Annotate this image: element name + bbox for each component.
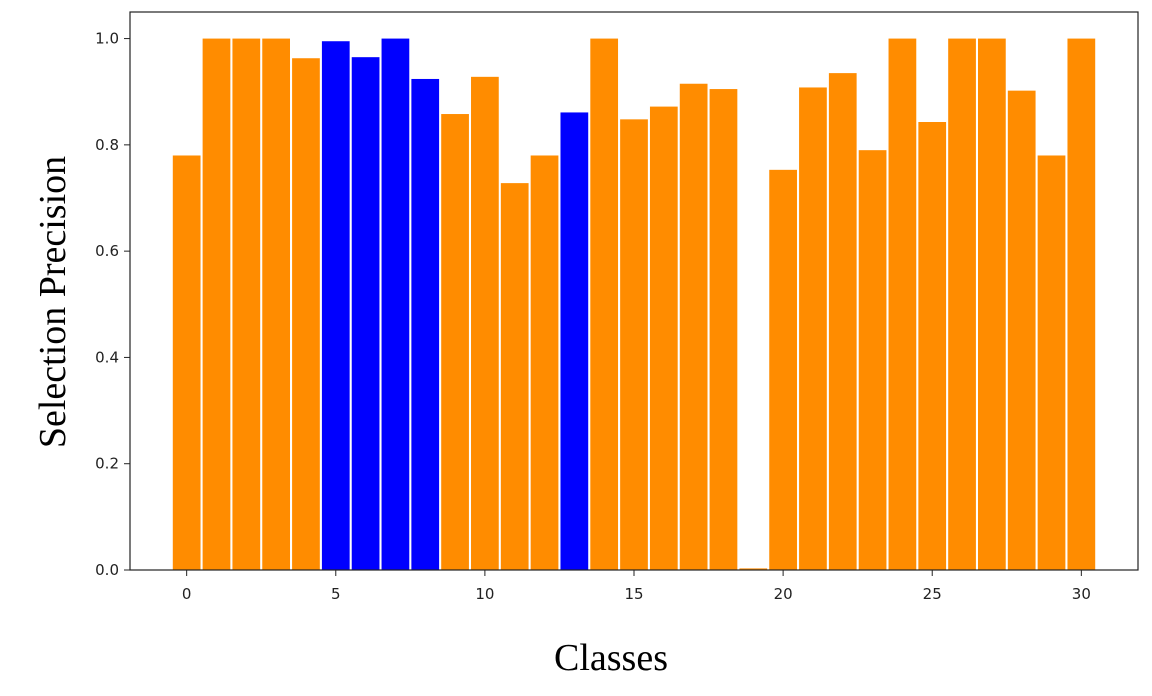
- bar-class-23: [858, 150, 887, 570]
- bar-class-22: [828, 73, 857, 570]
- bar-class-9: [441, 114, 469, 570]
- bar-class-18: [709, 89, 738, 571]
- bar-class-28: [1007, 90, 1036, 570]
- bar-class-21: [799, 87, 827, 570]
- x-tick-label: 5: [331, 585, 341, 603]
- bar-class-26: [948, 38, 976, 571]
- x-tick-label: 20: [774, 585, 793, 603]
- x-tick-label: 30: [1072, 585, 1091, 603]
- bars-group: [172, 38, 1096, 571]
- y-tick-label: 0.4: [95, 348, 119, 366]
- bar-class-0: [172, 155, 201, 570]
- y-tick-label: 0.0: [95, 561, 119, 579]
- bar-class-3: [262, 38, 290, 571]
- bar-class-25: [918, 122, 947, 571]
- bar-class-13: [560, 112, 589, 570]
- bar-class-20: [769, 169, 797, 570]
- bar-class-10: [471, 76, 499, 570]
- bar-class-7: [381, 38, 410, 571]
- y-tick-label: 0.8: [95, 136, 119, 154]
- bar-class-6: [351, 57, 380, 570]
- x-axis-ticks: 0 5 10 15 20 25 30: [182, 570, 1091, 603]
- bar-class-5: [321, 41, 350, 570]
- bar-class-27: [978, 38, 1006, 571]
- bar-class-8: [411, 78, 440, 571]
- x-tick-label: 25: [923, 585, 942, 603]
- bar-class-12: [530, 155, 559, 570]
- y-tick-label: 1.0: [95, 30, 119, 48]
- bar-class-19: [739, 568, 768, 570]
- y-axis-ticks: 0.0 0.2 0.4 0.6 0.8 1.0: [95, 30, 130, 579]
- bar-class-17: [679, 83, 708, 570]
- y-tick-label: 0.6: [95, 242, 119, 260]
- bar-class-14: [590, 38, 619, 571]
- bar-class-29: [1037, 155, 1066, 570]
- bar-class-2: [232, 38, 261, 571]
- bar-class-24: [888, 38, 917, 571]
- bar-class-1: [202, 38, 231, 571]
- bar-class-4: [292, 58, 320, 571]
- bar-class-16: [649, 106, 678, 570]
- x-tick-label: 10: [475, 585, 494, 603]
- x-tick-label: 15: [624, 585, 643, 603]
- bar-class-30: [1067, 38, 1096, 571]
- x-tick-label: 0: [182, 585, 192, 603]
- bar-class-15: [620, 119, 648, 570]
- bar-class-11: [500, 183, 529, 570]
- y-axis-label: Selection Precision: [32, 156, 74, 448]
- y-tick-label: 0.2: [95, 455, 119, 473]
- x-axis-label: Classes: [554, 637, 668, 679]
